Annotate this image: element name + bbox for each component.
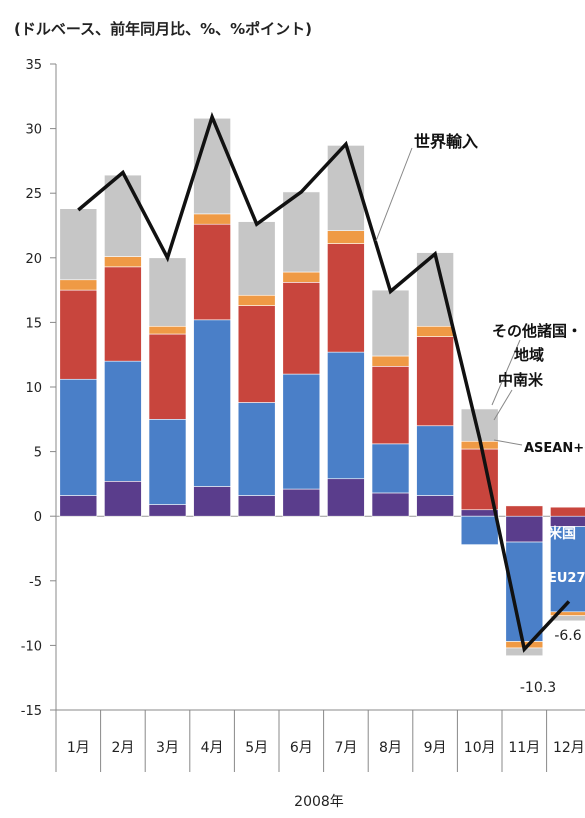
bar-segment — [327, 352, 364, 479]
annotation-world-import: 世界輸入 — [414, 132, 478, 151]
annotation-other-1: その他諸国・ — [492, 322, 582, 340]
bar-segment — [327, 231, 364, 244]
bar-segment — [149, 334, 186, 419]
bar-segment — [104, 361, 141, 481]
bar-segment — [194, 118, 231, 214]
chart-title: (ドルベース、前年同月比、%、%ポイント) — [14, 18, 312, 39]
bar-segment — [60, 496, 97, 517]
bar-segment — [283, 489, 320, 516]
bar-segment — [417, 326, 454, 336]
bar-segment — [372, 290, 409, 356]
bar-segment — [194, 224, 231, 320]
x-tick-label: 4月 — [201, 740, 224, 756]
x-tick-label: 2月 — [111, 740, 134, 756]
bar-segment — [238, 496, 275, 517]
y-tick-label: -15 — [21, 704, 42, 719]
bar-segment — [104, 175, 141, 256]
bar-segment — [417, 337, 454, 426]
annotation-latin-america: 中南米 — [498, 371, 544, 389]
x-tick-label: 9月 — [424, 740, 447, 756]
annotation-us: 米国 — [548, 525, 576, 542]
x-tick-label: 11月 — [508, 740, 540, 756]
y-tick-label: 25 — [25, 187, 42, 202]
x-tick-label: 12月 — [553, 740, 585, 756]
bar-segment — [104, 481, 141, 516]
bar-segment — [283, 192, 320, 272]
bar-segment — [372, 356, 409, 366]
bar-segment — [461, 516, 498, 544]
bar-segment — [104, 267, 141, 361]
x-tick-label: 5月 — [245, 740, 268, 756]
bar-segment — [149, 326, 186, 334]
y-tick-label: 15 — [25, 316, 42, 331]
bar-segment — [506, 516, 543, 542]
bar-segment — [194, 214, 231, 224]
bar-segment — [104, 257, 141, 267]
y-tick-label: -10 — [21, 639, 42, 654]
y-tick-label: 5 — [34, 446, 42, 461]
y-tick-label: 0 — [34, 510, 42, 525]
annotation-value-dec: -6.6 — [554, 628, 581, 644]
annotation-other-2: 地域 — [514, 346, 544, 364]
bar-segment — [60, 280, 97, 290]
annotation-value-nov: -10.3 — [520, 680, 556, 696]
leader-line-world — [376, 148, 412, 241]
x-axis-title: 2008年 — [294, 794, 344, 810]
bar-segment — [372, 444, 409, 493]
y-tick-label: 30 — [25, 123, 42, 138]
y-tick-label: 20 — [25, 252, 42, 267]
bar-segment — [60, 209, 97, 280]
bar-segment — [194, 320, 231, 487]
bar-segment — [238, 222, 275, 296]
bar-segment — [238, 306, 275, 403]
x-tick-label: 1月 — [67, 740, 90, 756]
y-tick-label: 10 — [25, 381, 42, 396]
bar-segment — [149, 258, 186, 326]
bar-segment — [60, 290, 97, 379]
annotation-eu27: EU27 — [548, 571, 585, 586]
bar-segment — [417, 426, 454, 496]
bar-segment — [149, 419, 186, 504]
bar-segment — [283, 282, 320, 374]
bar-segment — [283, 272, 320, 282]
bar-segment — [550, 516, 585, 526]
bar-segment — [550, 507, 585, 516]
x-tick-label: 8月 — [379, 740, 402, 756]
bar-segment — [60, 379, 97, 495]
x-tick-label: 3月 — [156, 740, 179, 756]
bar-segment — [327, 479, 364, 516]
bar-segment — [149, 505, 186, 517]
y-tick-label: 35 — [25, 58, 42, 73]
bar-segment — [194, 486, 231, 516]
bar-segment — [417, 496, 454, 517]
bar-segment — [327, 244, 364, 353]
x-tick-label: 10月 — [464, 740, 496, 756]
x-tick-label: 6月 — [290, 740, 313, 756]
bar-segment — [238, 403, 275, 496]
x-tick-label: 7月 — [334, 740, 357, 756]
bar-segment — [372, 493, 409, 516]
y-tick-label: -5 — [29, 575, 42, 590]
annotation-asean: ASEAN+6 — [524, 441, 585, 456]
bar-segment — [506, 506, 543, 516]
bar-segment — [283, 374, 320, 489]
bar-segment — [238, 295, 275, 305]
bar-segment — [461, 510, 498, 516]
bar-segment — [372, 366, 409, 444]
